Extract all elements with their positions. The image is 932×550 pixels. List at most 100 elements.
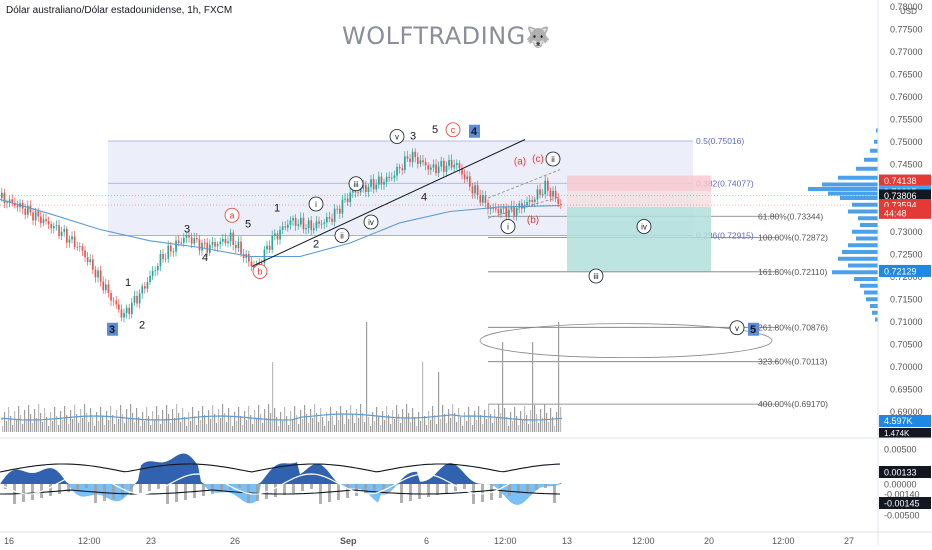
candle-body	[419, 160, 422, 164]
candle-body	[47, 221, 50, 225]
wave-label: 3	[109, 324, 115, 336]
price-tick-label: 0.78000	[890, 2, 923, 12]
volume-bar	[190, 421, 192, 432]
candle-body	[487, 202, 489, 210]
wave-label: v	[395, 133, 399, 142]
candle-body	[437, 166, 440, 174]
volume-bar	[464, 412, 466, 432]
volume-bar	[74, 405, 76, 432]
candle-body	[476, 185, 479, 196]
volume-bar	[336, 411, 338, 432]
volume-bar	[64, 406, 66, 432]
candle-body	[3, 192, 6, 203]
volume-bar	[540, 409, 542, 432]
volume-bar	[8, 407, 10, 432]
candle-body	[297, 224, 300, 226]
volume-bar	[148, 416, 150, 432]
time-tick-label: 20	[704, 536, 714, 546]
fib-level-label: 0.382(0.74077)	[696, 178, 754, 188]
volume-bar	[448, 409, 450, 432]
volume-bar	[288, 425, 290, 432]
volume-bar	[434, 415, 436, 432]
wave-label: i	[507, 223, 509, 232]
volume-bar	[48, 426, 50, 432]
wave-label: 2	[313, 239, 319, 251]
candle-body	[201, 242, 203, 251]
oscillator-histogram-bar	[418, 484, 421, 499]
candle-body	[484, 195, 487, 203]
volume-bar	[50, 412, 52, 432]
fib-level-label: 0.236(0.72915)	[696, 231, 754, 241]
candle-body	[222, 238, 224, 242]
volume-profile-bar	[840, 196, 878, 200]
candle-body	[313, 228, 315, 231]
candle-body	[526, 202, 528, 206]
candle-body	[326, 217, 328, 223]
volume-bar	[380, 425, 382, 432]
candle-body	[349, 192, 352, 203]
candle-body	[81, 246, 84, 251]
volume-profile-bar	[852, 229, 878, 234]
candle-body	[362, 184, 365, 189]
wave-label-circle	[445, 122, 461, 138]
candle-body	[333, 208, 336, 222]
candle-body	[536, 189, 539, 200]
volume-bar	[226, 422, 228, 432]
volume-bar	[228, 408, 230, 432]
candle-body	[149, 275, 151, 283]
volume-profile-bar	[848, 243, 878, 248]
volume-bar	[122, 414, 124, 432]
price-label-box	[879, 264, 931, 277]
stop-loss-zone	[567, 175, 711, 192]
oscillator-histogram-bar	[382, 484, 385, 490]
volume-bar	[370, 426, 372, 432]
candle-body	[37, 211, 40, 217]
wave-label: a	[229, 210, 234, 220]
wave-label-circle	[252, 264, 268, 279]
volume-bar	[382, 411, 384, 432]
volume-bar	[440, 419, 442, 432]
volume-bar	[282, 421, 284, 432]
candle-body	[63, 228, 66, 232]
volume-bar	[446, 423, 448, 432]
volume-bar	[416, 426, 418, 432]
volume-bar	[92, 417, 94, 432]
volume-bar	[414, 417, 416, 432]
volume-bar	[232, 426, 234, 432]
oscillator-histogram-bar	[139, 484, 142, 493]
candle-body	[29, 205, 32, 213]
volume-bar	[438, 372, 440, 432]
volume-bar	[158, 415, 160, 432]
wave-label: c	[451, 125, 456, 135]
volume-bar	[526, 415, 528, 432]
candle-body	[549, 190, 552, 197]
volume-bar	[104, 425, 106, 432]
volume-bar	[512, 421, 514, 432]
time-tick-label: 12:00	[494, 536, 517, 546]
candle-body	[315, 221, 318, 229]
candle-body	[99, 270, 102, 282]
candle-body	[281, 226, 284, 230]
price-tick-label: 0.75500	[890, 114, 923, 124]
candle-body	[180, 242, 183, 244]
candle-body	[367, 186, 370, 192]
wave-label: b	[257, 267, 262, 277]
volume-bar	[172, 409, 174, 432]
volume-bar	[214, 414, 216, 432]
time-tick-label: 12:00	[78, 536, 101, 546]
candle-body	[443, 160, 445, 172]
oscillator-histogram-bar	[94, 484, 97, 503]
volume-bar	[322, 417, 324, 432]
volume-profile-bar	[875, 317, 878, 322]
volume-bar	[452, 404, 454, 432]
volume-bar	[354, 423, 356, 432]
oscillator-label: -0.00140	[884, 490, 920, 500]
volume-bar	[412, 408, 414, 432]
candle-body	[27, 205, 29, 215]
volume-bar	[366, 322, 368, 432]
wave-label-circle	[545, 151, 561, 167]
volume-bar	[348, 419, 350, 432]
price-tick-label: 0.72500	[890, 249, 923, 259]
volume-bar	[286, 416, 288, 432]
